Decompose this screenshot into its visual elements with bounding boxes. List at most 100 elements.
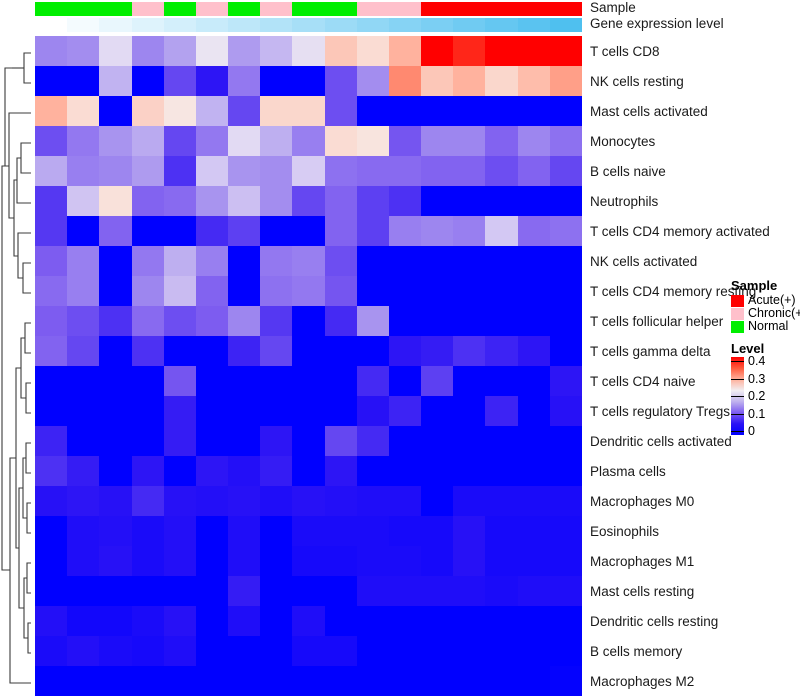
heatmap-cell xyxy=(453,486,486,516)
heatmap-row xyxy=(35,336,582,366)
heatmap-cell xyxy=(99,186,132,216)
sample-legend: Sample Acute(+)Chronic(+)Normal xyxy=(731,278,800,333)
level-tick-mark xyxy=(731,361,744,362)
heatmap-cell xyxy=(99,216,132,246)
heatmap-cell xyxy=(453,336,486,366)
heatmap-cell xyxy=(292,216,325,246)
heatmap-cell xyxy=(453,186,486,216)
heatmap-cell xyxy=(35,636,68,666)
heatmap-cell xyxy=(292,516,325,546)
heatmap-cell xyxy=(485,306,518,336)
heatmap-cell xyxy=(131,336,164,366)
heatmap-cell xyxy=(324,636,357,666)
heatmap-cell xyxy=(324,486,357,516)
heatmap-cell xyxy=(67,546,100,576)
heatmap-cell xyxy=(163,576,196,606)
sample-annotation-cell xyxy=(453,2,486,16)
heatmap-cell xyxy=(549,666,582,696)
heatmap-cell xyxy=(260,456,293,486)
heatmap-cell xyxy=(517,366,550,396)
heatmap-cell xyxy=(324,276,357,306)
row-label-list: T cells CD8 NK cells resting Mast cells ac… xyxy=(590,36,790,696)
heatmap-cell xyxy=(388,186,422,216)
heatmap-cell xyxy=(356,516,389,546)
heatmap-cell xyxy=(260,606,293,636)
legend-item-label: Chronic(+) xyxy=(748,306,800,320)
heatmap-cell xyxy=(99,486,132,516)
heatmap-cell xyxy=(388,516,422,546)
heatmap-row xyxy=(35,456,582,486)
gene-expression-annotation-cell xyxy=(99,18,132,32)
heatmap-row xyxy=(35,156,582,186)
heatmap-row xyxy=(35,606,582,636)
heatmap-cell xyxy=(324,456,357,486)
row-label: T cells gamma delta xyxy=(590,343,711,359)
heatmap-cell xyxy=(163,36,196,66)
heatmap-cell xyxy=(292,396,325,426)
heatmap-cell xyxy=(485,156,518,186)
heatmap-cell xyxy=(324,246,357,276)
heatmap-cell xyxy=(35,276,68,306)
heatmap-cell xyxy=(388,336,422,366)
heatmap-cell xyxy=(99,396,132,426)
row-label: B cells memory xyxy=(590,643,683,659)
heatmap-cell xyxy=(485,186,518,216)
heatmap-cell xyxy=(388,96,422,126)
heatmap-row xyxy=(35,186,582,216)
heatmap-cell xyxy=(517,606,550,636)
heatmap-cell xyxy=(35,456,68,486)
sample-annotation-cell xyxy=(324,2,357,16)
heatmap-cell xyxy=(67,396,100,426)
heatmap-cell xyxy=(292,156,325,186)
heatmap-cell xyxy=(35,516,68,546)
heatmap-cell xyxy=(195,366,229,396)
heatmap-cell xyxy=(356,486,389,516)
heatmap-row xyxy=(35,66,582,96)
heatmap-cell xyxy=(517,216,550,246)
level-colorbar xyxy=(731,357,744,435)
heatmap-cell xyxy=(453,36,486,66)
heatmap-cell xyxy=(131,66,164,96)
row-label: NK cells activated xyxy=(590,253,698,269)
gene-expression-annotation-cell xyxy=(35,18,68,32)
heatmap-cell xyxy=(453,216,486,246)
heatmap-cell xyxy=(388,366,422,396)
sample-annotation-cell xyxy=(228,2,261,16)
level-tick-mark xyxy=(731,378,744,380)
heatmap-cell xyxy=(388,66,422,96)
level-tick-label: 0 xyxy=(748,424,755,438)
row-label: Dendritic cells activated xyxy=(590,433,732,449)
heatmap-cell xyxy=(421,126,454,156)
heatmap-cell xyxy=(485,246,518,276)
heatmap-cell xyxy=(99,96,132,126)
heatmap-cell xyxy=(195,216,229,246)
heatmap-cell xyxy=(292,546,325,576)
legend-color-swatch xyxy=(731,307,744,320)
heatmap-cell xyxy=(67,156,100,186)
heatmap-cell xyxy=(485,96,518,126)
heatmap-cell xyxy=(421,666,454,696)
heatmap-cell xyxy=(517,576,550,606)
heatmap-cell xyxy=(485,216,518,246)
row-label: T cells CD4 memory activated xyxy=(590,223,770,239)
heatmap-cell xyxy=(67,36,100,66)
heatmap-cell xyxy=(228,336,261,366)
heatmap-cell xyxy=(356,666,389,696)
heatmap-cell xyxy=(195,546,229,576)
heatmap-cell xyxy=(388,126,422,156)
heatmap-cell xyxy=(356,66,389,96)
heatmap-cell xyxy=(35,96,68,126)
gene-expression-annotation-cell xyxy=(324,18,357,32)
heatmap-cell xyxy=(324,576,357,606)
heatmap-cell xyxy=(260,396,293,426)
heatmap-cell xyxy=(163,366,196,396)
heatmap-cell xyxy=(549,396,582,426)
heatmap-cell xyxy=(324,66,357,96)
heatmap-cell xyxy=(421,36,454,66)
heatmap-cell xyxy=(35,336,68,366)
heatmap-cell xyxy=(195,666,229,696)
heatmap-cell xyxy=(228,96,261,126)
heatmap-cell xyxy=(67,516,100,546)
heatmap-cell xyxy=(324,186,357,216)
